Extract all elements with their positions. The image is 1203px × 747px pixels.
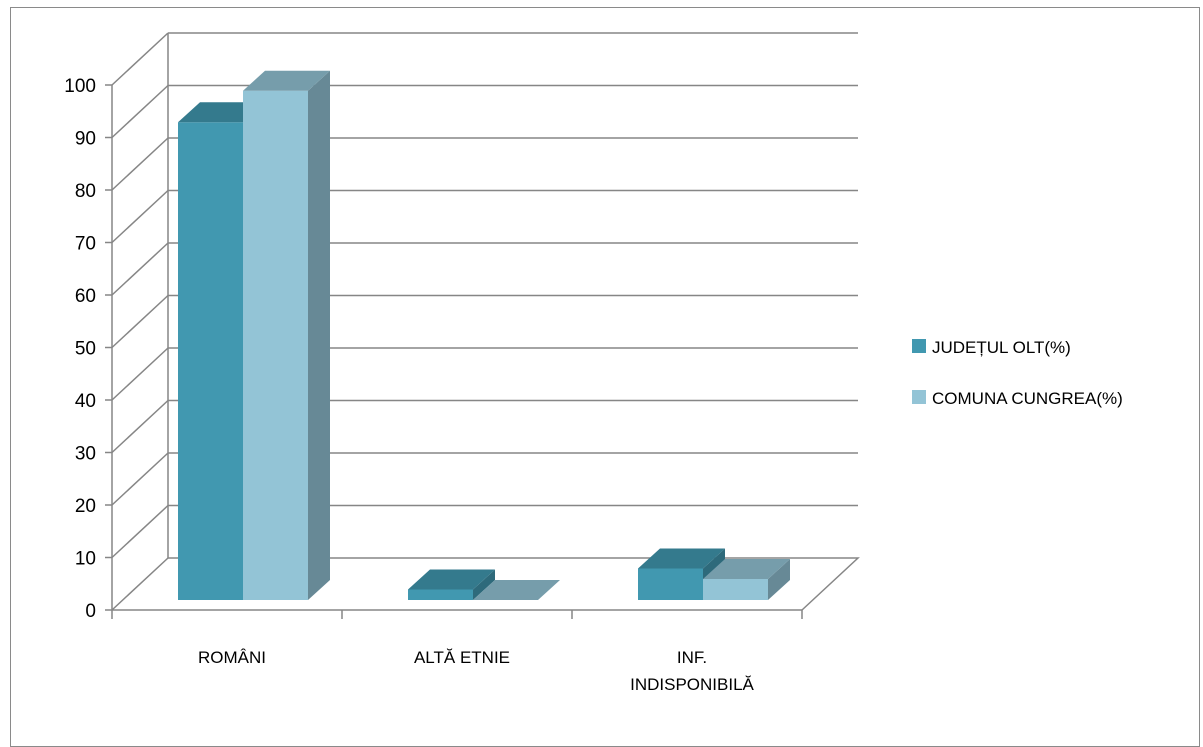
y-tick-label: 20	[75, 496, 96, 517]
floor-edge	[168, 557, 860, 611]
grid-diagonal	[111, 504, 169, 559]
bar-top	[243, 70, 330, 91]
legend-label: JUDEȚUL OLT(%)	[932, 338, 1071, 357]
bar-front	[638, 568, 703, 600]
y-tick-label: 70	[75, 234, 96, 255]
legend-label: COMUNA CUNGREA(%)	[932, 389, 1123, 408]
bar-front	[703, 579, 768, 600]
legend-swatch	[912, 339, 926, 353]
grid-diagonal	[111, 347, 169, 401]
grid-diagonal	[111, 557, 169, 611]
x-tick-label: ROMÂNI	[198, 648, 266, 667]
bar-chart: 0 10 20 30 40 50 60 70 80 90 100 ROMÂNI ALTĂ ETNIE IN…	[64, 32, 1123, 694]
bar-side	[308, 70, 330, 600]
grid-diagonal	[111, 32, 169, 86]
grid-diagonal	[111, 84, 169, 139]
grid-diagonal	[111, 294, 169, 349]
x-tick-label: INDISPONIBILĂ	[630, 675, 754, 694]
y-tick-label: 60	[75, 286, 96, 307]
grid-diagonal	[111, 137, 169, 191]
y-tick-label: 100	[64, 76, 96, 97]
bar	[703, 559, 790, 600]
bar-side	[768, 559, 790, 600]
bar-top	[473, 580, 560, 600]
y-tick-label: 0	[85, 601, 96, 622]
grid-diagonal	[111, 242, 169, 296]
y-tick-label: 30	[75, 444, 96, 465]
bar-front	[408, 589, 473, 600]
grid-diagonal	[111, 452, 169, 506]
x-tick-label: ALTĂ ETNIE	[414, 648, 510, 667]
legend-swatch	[912, 390, 926, 404]
bar-top	[703, 559, 790, 579]
grid-diagonal	[111, 399, 169, 454]
bar	[243, 70, 330, 600]
y-tick-label: 40	[75, 391, 96, 412]
x-tick-label: INF.	[677, 648, 707, 667]
bar-top	[638, 548, 725, 569]
y-tick-label: 50	[75, 339, 96, 360]
y-tick-label: 90	[75, 129, 96, 150]
bar-front	[178, 122, 243, 600]
bar-top	[408, 569, 495, 590]
bar	[408, 569, 495, 600]
bar-side	[473, 569, 495, 600]
y-tick-label: 80	[75, 181, 96, 202]
bar-front	[243, 90, 308, 600]
y-tick-label: 10	[75, 549, 96, 570]
bar	[473, 580, 560, 600]
grid-diagonal	[111, 189, 169, 244]
